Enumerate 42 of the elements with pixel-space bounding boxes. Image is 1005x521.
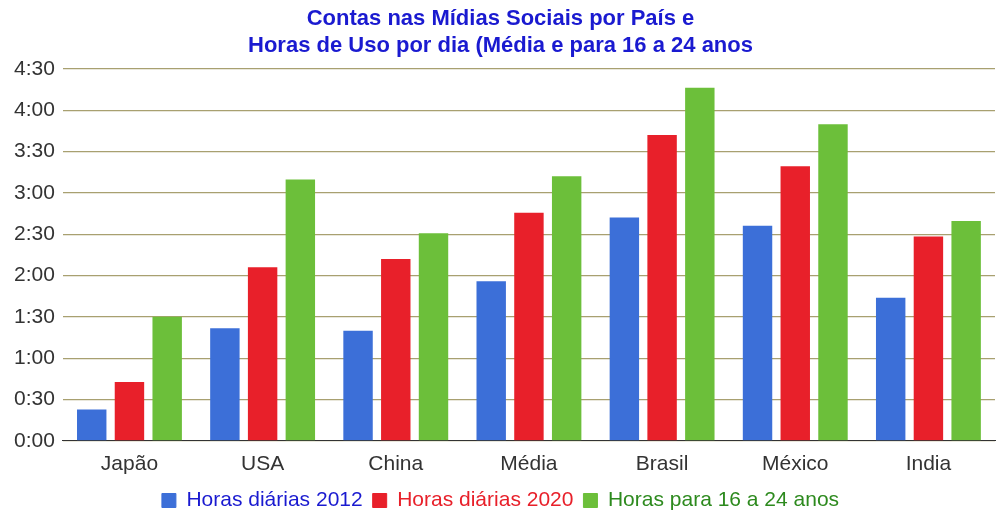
bar xyxy=(780,166,810,441)
y-tick-label: 0:00 xyxy=(14,427,55,451)
bar xyxy=(381,258,411,441)
x-tick-label: USA xyxy=(241,451,285,475)
bar xyxy=(210,328,240,441)
bar xyxy=(913,236,944,441)
x-tick-label: Japão xyxy=(100,451,159,475)
y-tick-label: 0:30 xyxy=(14,386,55,410)
x-tick-label: Média xyxy=(500,451,558,475)
bar xyxy=(285,179,316,441)
y-tick-label: 4:30 xyxy=(14,55,55,79)
bar xyxy=(476,281,506,441)
bar xyxy=(685,87,715,441)
y-tick-label: 2:00 xyxy=(14,262,55,286)
y-tick-label: 3:00 xyxy=(14,179,55,203)
bar xyxy=(514,212,544,441)
bar xyxy=(647,134,677,441)
legend-label: Horas diárias 2020 xyxy=(397,487,574,511)
x-tick-label: México xyxy=(761,451,829,475)
bar xyxy=(951,220,981,441)
bar xyxy=(418,233,449,441)
bar xyxy=(875,297,906,441)
legend-label: Horas diárias 2012 xyxy=(186,487,363,511)
x-tick-label: China xyxy=(368,451,424,475)
y-tick-label: 3:30 xyxy=(14,138,55,162)
x-tick-label: Brasil xyxy=(635,451,689,475)
y-tick-label: 4:00 xyxy=(14,96,55,120)
y-tick-label: 1:00 xyxy=(14,344,55,368)
chart-title: Contas nas Mídias Sociais por País e Horas de Uso por dia (Média e para 16 a 24 anos xyxy=(248,5,753,57)
bar xyxy=(114,382,145,441)
bar xyxy=(818,124,848,441)
bar xyxy=(343,330,373,441)
bar xyxy=(551,176,582,441)
x-tick-label: India xyxy=(905,451,952,475)
bar xyxy=(77,409,107,441)
y-tick-label: 2:30 xyxy=(14,220,55,244)
bar xyxy=(742,225,773,441)
bar xyxy=(609,217,640,441)
bar xyxy=(247,267,278,441)
bar xyxy=(152,316,182,441)
y-tick-label: 1:30 xyxy=(14,303,55,327)
legend-label: Horas para 16 a 24 anos xyxy=(607,487,840,511)
